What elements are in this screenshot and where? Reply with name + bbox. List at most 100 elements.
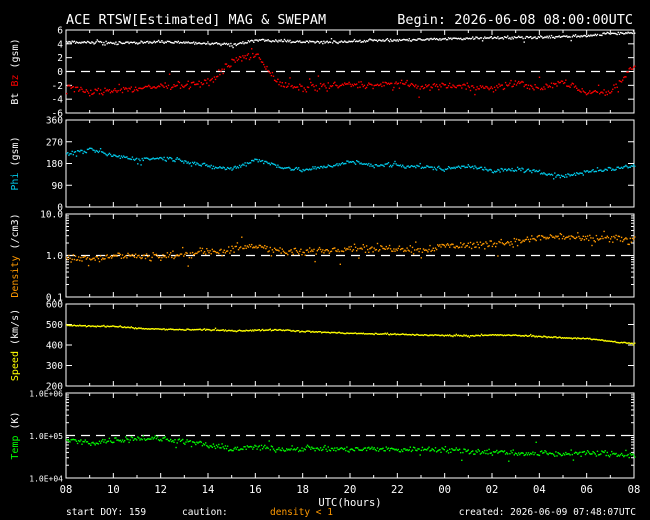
data-point-bt [344, 40, 346, 42]
data-point-bt [611, 32, 613, 34]
data-point-phi [240, 166, 242, 168]
data-point-temp [404, 448, 406, 450]
data-point-density [245, 247, 247, 249]
data-point-phi [193, 162, 195, 165]
data-point-speed [125, 326, 127, 329]
data-point-speed [372, 333, 374, 335]
data-point-density [433, 250, 436, 252]
data-point-speed [231, 329, 233, 332]
data-point-temp [82, 440, 84, 443]
data-point-temp [356, 447, 358, 449]
data-point-temp [624, 454, 626, 457]
data-point-bt [166, 40, 169, 42]
data-point-speed [275, 328, 277, 331]
data-point-bz [257, 53, 259, 55]
data-point-phi [189, 162, 192, 164]
data-point-density [109, 255, 112, 257]
data-point-speed [128, 326, 130, 329]
data-point-density [507, 241, 509, 243]
data-point-density [438, 245, 440, 247]
data-point-speed [438, 334, 440, 336]
data-point-temp [267, 447, 269, 449]
data-point-temp [509, 453, 511, 455]
data-point-bz [76, 86, 79, 88]
data-point-temp [219, 447, 221, 449]
density-ylabel: Density (/cm3) [10, 213, 21, 297]
data-point-temp [516, 454, 519, 456]
data-point-temp [91, 442, 93, 444]
data-point-temp [247, 446, 250, 448]
data-point-temp [74, 439, 77, 441]
data-point-speed [475, 334, 477, 336]
data-point-speed [562, 337, 565, 339]
data-point-bz [569, 86, 571, 88]
data-point-bz [104, 87, 106, 89]
data-point-temp [398, 450, 401, 453]
data-point-bt [249, 40, 252, 42]
data-point-bz [177, 80, 179, 83]
data-point-phi [415, 166, 417, 169]
data-point-bz [414, 85, 416, 88]
data-point-density [261, 246, 264, 248]
mag-ytick-label: 4 [57, 39, 63, 50]
data-point-temp [476, 451, 478, 453]
data-point-speed [375, 332, 378, 335]
data-point-density [476, 241, 478, 243]
data-point-bt [579, 36, 581, 38]
data-point-speed [102, 325, 104, 327]
data-point-phi [176, 157, 178, 159]
data-point-bz [252, 52, 254, 55]
data-point-bz [429, 89, 431, 91]
data-point-speed [498, 334, 500, 337]
data-point-bz [249, 56, 252, 59]
data-point-phi [224, 168, 227, 171]
data-point-bz [185, 84, 187, 86]
data-point-temp [377, 450, 380, 452]
data-point-phi [243, 164, 245, 166]
data-point-bz [289, 77, 291, 79]
data-point-bt [93, 43, 95, 45]
data-point-speed [228, 329, 230, 332]
data-point-bt [381, 40, 383, 42]
data-point-bz [295, 86, 298, 88]
data-point-density [143, 254, 146, 256]
data-point-temp [156, 436, 159, 438]
data-point-temp [157, 439, 160, 441]
data-point-bz [443, 84, 445, 86]
data-point-density [508, 242, 510, 244]
data-point-density [99, 255, 102, 257]
data-point-speed [526, 335, 529, 337]
data-point-temp [112, 441, 114, 444]
data-point-phi [495, 171, 497, 173]
data-point-temp [447, 452, 450, 454]
data-point-speed [387, 333, 390, 336]
data-point-temp [108, 437, 111, 440]
data-point-bz [72, 86, 74, 88]
data-point-bt [151, 42, 153, 44]
data-point-phi [119, 157, 121, 159]
data-point-bz [165, 85, 167, 88]
data-point-bt [492, 37, 495, 39]
data-point-density [130, 254, 132, 257]
data-point-bt [542, 37, 544, 39]
data-point-density [454, 247, 456, 249]
data-point-speed [420, 334, 422, 336]
data-point-temp [85, 441, 88, 443]
data-point-bz [365, 86, 368, 89]
data-point-bt [113, 42, 115, 44]
data-point-density [527, 238, 530, 241]
data-point-phi [534, 170, 536, 173]
data-point-bz [553, 82, 555, 85]
data-point-density [279, 247, 281, 249]
data-point-bz [385, 82, 387, 84]
data-point-density [351, 250, 353, 252]
data-point-speed [143, 328, 146, 330]
data-point-bz [384, 81, 386, 84]
data-point-bz [205, 79, 207, 82]
data-point-bz [490, 86, 492, 88]
data-point-phi [294, 167, 297, 169]
data-point-bz [337, 87, 339, 89]
data-point-density [546, 236, 548, 239]
data-point-speed [286, 329, 288, 331]
x-tick-label: 08 [60, 484, 73, 496]
